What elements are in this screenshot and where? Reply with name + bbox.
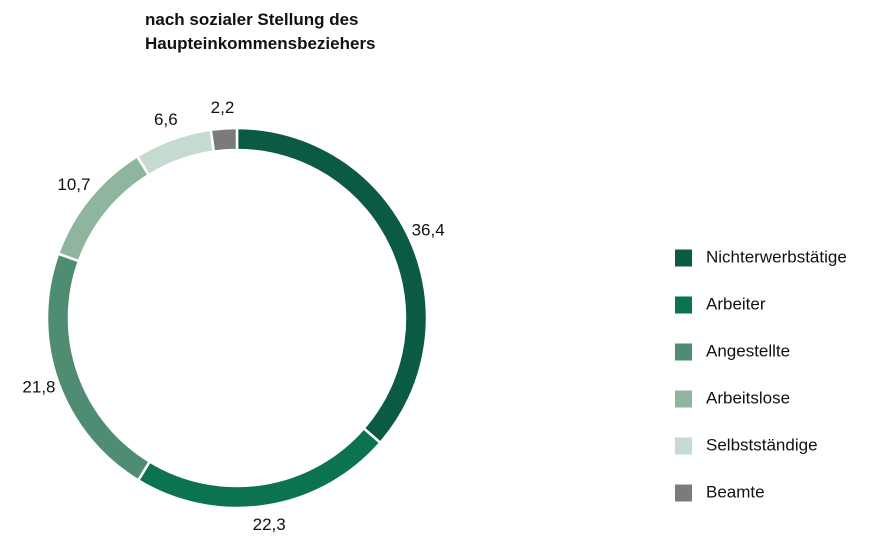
legend-swatch	[675, 249, 692, 267]
donut-segment	[45, 252, 152, 483]
legend-label: Nichterwerbstätige	[706, 247, 847, 266]
legend-swatch	[675, 484, 692, 502]
donut-segment	[209, 126, 239, 154]
donut-segment	[56, 154, 151, 263]
data-label: 10,7	[57, 175, 90, 194]
chart-title: nach sozialer Stellung des Haupteinkomme…	[145, 10, 376, 53]
legend-swatch	[675, 437, 692, 455]
data-label: 36,4	[412, 220, 445, 239]
data-label: 2,2	[211, 98, 235, 117]
data-label: 22,3	[253, 515, 286, 534]
legend-swatch	[675, 296, 692, 314]
legend-label: Arbeiter	[706, 294, 766, 313]
legend-swatch	[675, 343, 692, 361]
legend-label: Beamte	[706, 482, 765, 501]
data-label: 6,6	[154, 110, 178, 129]
data-label: 21,8	[22, 377, 55, 396]
legend-label: Angestellte	[706, 341, 790, 360]
legend-label: Arbeitslose	[706, 388, 790, 407]
donut-segment	[235, 126, 429, 445]
donut-segment	[136, 426, 383, 510]
legend-label: Selbstständige	[706, 435, 818, 454]
legend-swatch	[675, 390, 692, 408]
donut-segment	[135, 128, 216, 177]
